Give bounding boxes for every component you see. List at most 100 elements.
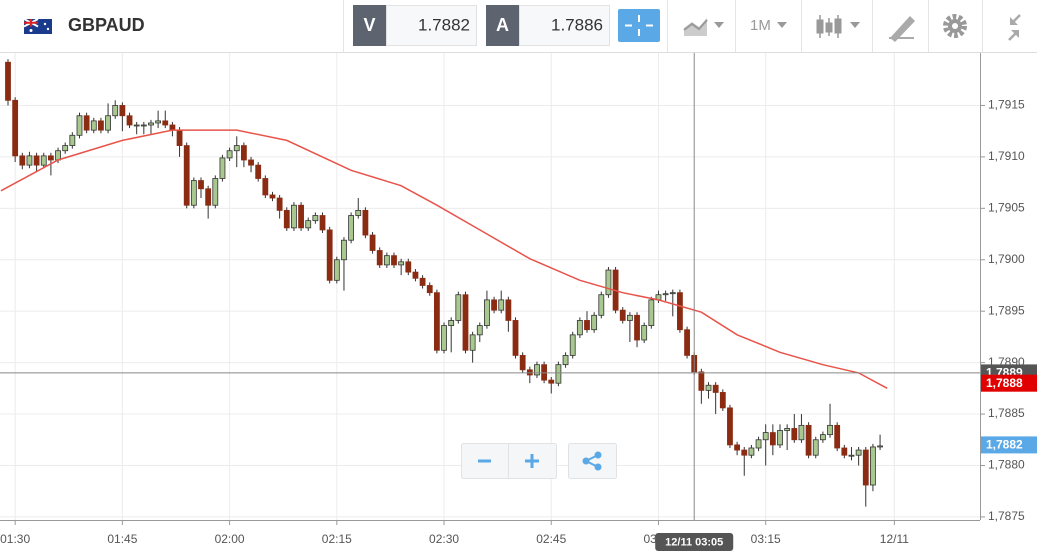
candle-body	[584, 320, 590, 331]
price-marker-label: 1,7888	[986, 376, 1023, 390]
candle-body	[119, 105, 126, 117]
symbol: GBPAUD	[68, 15, 145, 35]
price-marker	[981, 374, 1037, 392]
candle-body	[233, 145, 240, 152]
candle-body	[569, 334, 576, 356]
chart-type-button[interactable]	[683, 18, 724, 36]
candle-body	[98, 120, 104, 131]
candle-body	[476, 325, 483, 336]
candle-body	[83, 115, 90, 131]
candle-body	[355, 209, 362, 216]
candle-body	[212, 178, 219, 206]
candle-body	[398, 261, 405, 266]
candle-body	[412, 271, 419, 279]
candle-body	[862, 449, 869, 486]
candle-body	[698, 371, 705, 391]
candle-body	[341, 239, 347, 261]
candle-body	[183, 145, 190, 206]
candle-body	[383, 255, 390, 266]
ask-button[interactable]: A 1.7886	[486, 5, 610, 46]
candle-body	[648, 299, 655, 326]
candle-body	[684, 329, 690, 356]
candle-body	[462, 294, 469, 351]
candle-body	[777, 430, 783, 446]
candle-body	[641, 325, 648, 341]
price-marker-label: 1,7882	[986, 438, 1023, 452]
y-tick-label: 1,7910	[988, 149, 1025, 163]
candle-body	[226, 150, 233, 159]
candle-body	[591, 314, 598, 331]
candle-body	[291, 204, 297, 229]
candle-body	[248, 159, 254, 166]
candle-body	[469, 334, 476, 351]
timeframe-button[interactable]: 1M	[750, 17, 787, 34]
candle-body	[626, 314, 633, 321]
candle-body	[719, 392, 726, 409]
x-tick-label: 02:15	[322, 532, 352, 546]
candle-body	[155, 120, 162, 124]
candle-body	[362, 209, 369, 236]
candle-body	[784, 428, 791, 431]
candle-body	[798, 424, 805, 441]
plot: 1,79151,79101,79051,79001,78951,78901,78…	[0, 53, 1037, 551]
candle-body	[298, 204, 304, 229]
candle-body	[505, 299, 512, 321]
candle-body	[526, 369, 533, 376]
bid-label: V	[363, 15, 375, 35]
candle-body	[498, 299, 505, 311]
candle-body	[448, 320, 455, 326]
candle-style-button[interactable]	[816, 15, 860, 38]
candle-body	[734, 444, 741, 451]
candle-body	[827, 424, 833, 436]
candle-body	[283, 209, 290, 229]
candle-body	[426, 285, 433, 294]
candle-body	[619, 309, 626, 321]
x-tick-label: 02:00	[215, 532, 245, 546]
bid-price: 1.7882	[418, 15, 470, 34]
candle-body	[76, 115, 83, 136]
zoom-in-button[interactable]	[525, 454, 539, 468]
crosshair-button[interactable]	[618, 9, 660, 42]
x-tick-label: 02:30	[429, 532, 459, 546]
candle-body	[562, 355, 569, 366]
candle-body	[112, 105, 119, 117]
candle-body	[819, 434, 826, 441]
crosshair-time-box	[655, 533, 734, 551]
candle-body	[841, 447, 848, 456]
y-tick-label: 1,7915	[988, 98, 1025, 112]
ask-price: 1.7886	[551, 15, 603, 34]
candle-body	[326, 229, 333, 281]
candle-body	[255, 164, 262, 179]
candle-body	[312, 215, 319, 222]
settings-button[interactable]	[943, 14, 967, 38]
candle-body	[62, 145, 69, 152]
candle-body	[376, 250, 383, 266]
collapse-button[interactable]	[1008, 14, 1021, 41]
candle-body	[26, 155, 33, 166]
candle-body	[333, 259, 340, 281]
candle-body	[605, 269, 612, 296]
candle-body	[755, 439, 762, 449]
candle-body	[162, 120, 169, 126]
crosshair-time-label: 12/11 03:05	[665, 536, 723, 548]
share-button[interactable]	[568, 443, 617, 479]
candle-body	[12, 99, 19, 157]
candle-body	[512, 320, 519, 356]
moving-average	[0, 129, 888, 389]
candle-body	[133, 124, 140, 127]
y-tick-label: 1,7885	[988, 406, 1025, 420]
bid-button[interactable]: V 1.7882	[353, 5, 477, 46]
candle-body	[727, 407, 733, 446]
candle-body	[276, 197, 283, 211]
candle-body	[433, 292, 440, 351]
candle-body	[190, 180, 197, 206]
candle-body	[541, 364, 548, 381]
candle-body	[484, 299, 490, 326]
candle-body	[405, 261, 412, 273]
y-tick-label: 1,7875	[988, 509, 1025, 523]
drawing-button[interactable]	[889, 16, 915, 42]
candle-body	[812, 439, 819, 456]
candle-body	[769, 432, 776, 446]
candle-body	[198, 180, 204, 190]
